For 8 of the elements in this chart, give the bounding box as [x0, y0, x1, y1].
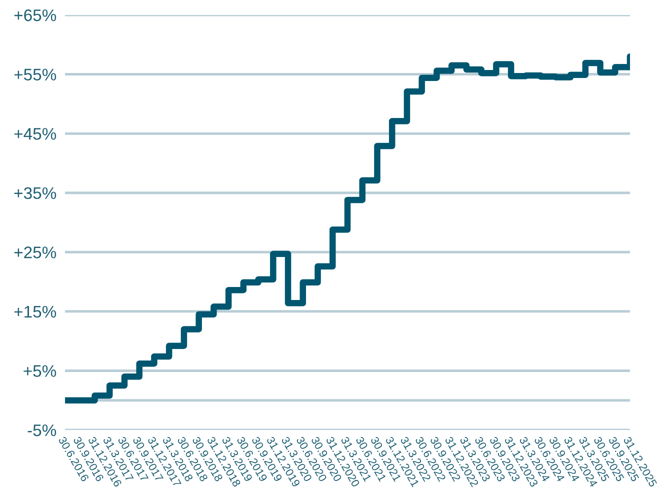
y-tick-label: -5%: [28, 424, 56, 436]
y-tick-label: +25%: [14, 246, 56, 258]
y-tick-label: +65%: [14, 9, 56, 22]
y-tick-label: +5%: [24, 365, 56, 377]
y-tick-label: +15%: [14, 306, 56, 318]
y-tick-label: +45%: [14, 128, 56, 140]
y-tick-label: +35%: [14, 187, 56, 200]
y-tick-label: +55%: [14, 68, 56, 80]
